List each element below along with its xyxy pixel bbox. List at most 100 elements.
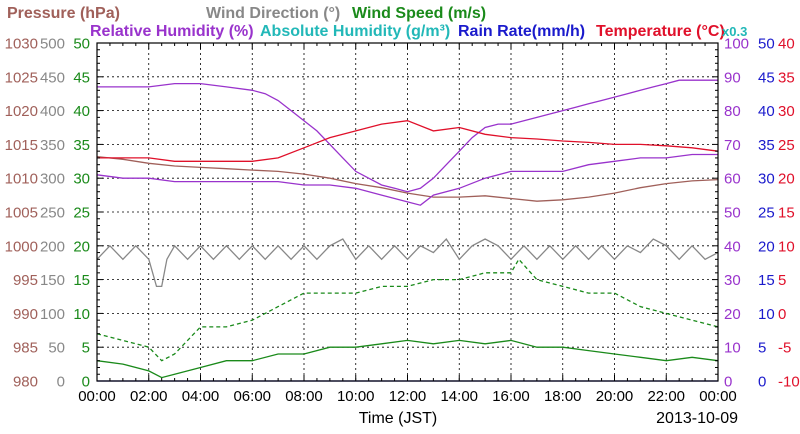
pressure-tick-label: 1015 <box>5 137 38 154</box>
x-tick-label: 18:00 <box>544 388 582 405</box>
wind-speed-tick-label: 50 <box>73 36 90 53</box>
wind-speed-tick-label: 0 <box>82 374 90 391</box>
wind-speed-tick-label: 35 <box>73 137 90 154</box>
pressure-tick-label: 1005 <box>5 205 38 222</box>
x-tick-label: 00:00 <box>78 388 116 405</box>
pressure-tick-label: 1030 <box>5 36 38 53</box>
humidity-tick-label: 10 <box>724 340 741 357</box>
humidity-tick-label: 70 <box>724 137 741 154</box>
wind-direction-tick-label: 500 <box>40 36 65 53</box>
temperature-tick-label: -5 <box>778 340 791 357</box>
rain-rate-tick-label: 35 <box>758 137 775 154</box>
rain-rate-tick-label: 20 <box>758 238 775 255</box>
humidity-tick-label: 40 <box>724 238 741 255</box>
legend-label: Rain Rate(mm/h) <box>458 23 585 40</box>
humidity-tick-label: 20 <box>724 306 741 323</box>
temperature-tick-label: 20 <box>778 171 795 188</box>
x-tick-label: 12:00 <box>389 388 427 405</box>
x-tick-label: 20:00 <box>596 388 634 405</box>
series-line <box>97 120 719 162</box>
legend-label: x0.3 <box>722 24 747 39</box>
temperature-tick-label: 25 <box>778 137 795 154</box>
legend-label: Pressure (hPa) <box>7 5 120 22</box>
plot-frame <box>96 42 719 382</box>
pressure-tick-label: 1010 <box>5 171 38 188</box>
x-tick-label: 08:00 <box>285 388 323 405</box>
temperature-tick-label: 10 <box>778 238 795 255</box>
wind-speed-tick-label: 10 <box>73 306 90 323</box>
humidity-tick-label: 80 <box>724 103 741 120</box>
humidity-tick-label: 30 <box>724 272 741 289</box>
x-tick-label: 14:00 <box>440 388 478 405</box>
humidity-tick-label: 60 <box>724 171 741 188</box>
pressure-tick-label: 995 <box>13 272 38 289</box>
temperature-tick-label: 5 <box>778 272 786 289</box>
wind-direction-tick-label: 450 <box>40 69 65 86</box>
pressure-tick-label: 985 <box>13 340 38 357</box>
series-line <box>96 155 719 202</box>
humidity-tick-label: 0 <box>724 374 732 391</box>
series-line <box>96 237 719 288</box>
temperature-tick-label: 0 <box>778 306 786 323</box>
wind-direction-tick-label: 250 <box>40 205 65 222</box>
x-tick-label: 04:00 <box>182 388 220 405</box>
x-tick-label: 10:00 <box>337 388 375 405</box>
legend-label: Wind Direction (°) <box>206 5 340 22</box>
rain-rate-tick-label: 50 <box>758 36 775 53</box>
pressure-tick-label: 1020 <box>5 103 38 120</box>
temperature-tick-label: -10 <box>778 374 800 391</box>
x-axis-label: Time (JST) <box>359 410 438 427</box>
legend: Pressure (hPa) Wind Direction (°) Wind Spe… <box>7 5 747 40</box>
wind-speed-tick-label: 30 <box>73 171 90 188</box>
series-line <box>96 153 718 206</box>
wind-speed-tick-label: 40 <box>73 103 90 120</box>
wind-direction-tick-label: 100 <box>40 306 65 323</box>
temperature-tick-label: 40 <box>778 36 795 53</box>
rain-rate-tick-label: 10 <box>758 306 775 323</box>
legend-label: Temperature (°C) <box>596 23 725 40</box>
x-tick-label: 02:00 <box>130 388 168 405</box>
wind-direction-tick-label: 350 <box>40 137 65 154</box>
pressure-tick-label: 1000 <box>5 238 38 255</box>
wind-direction-tick-label: 200 <box>40 238 65 255</box>
x-tick-label: 22:00 <box>647 388 685 405</box>
temperature-tick-label: 30 <box>778 103 795 120</box>
legend-label: Relative Humidity (%) <box>90 23 254 40</box>
rain-rate-tick-label: 40 <box>758 103 775 120</box>
temperature-tick-label: 35 <box>778 69 795 86</box>
wind-direction-tick-label: 300 <box>40 171 65 188</box>
rain-rate-tick-label: 45 <box>758 69 775 86</box>
rain-rate-tick-label: 5 <box>758 340 766 357</box>
humidity-tick-label: 100 <box>724 36 749 53</box>
wind-direction-tick-label: 400 <box>40 103 65 120</box>
grid <box>97 43 718 381</box>
rain-rate-tick-label: 15 <box>758 272 775 289</box>
wind-direction-tick-label: 50 <box>48 340 65 357</box>
wind-direction-tick-label: 150 <box>40 272 65 289</box>
x-tick-label: 00:00 <box>699 388 737 405</box>
series-line <box>96 258 719 362</box>
wind-speed-tick-label: 15 <box>73 272 90 289</box>
wind-speed-tick-label: 5 <box>82 340 90 357</box>
wind-speed-tick-label: 25 <box>73 205 90 222</box>
humidity-tick-label: 90 <box>724 69 741 86</box>
pressure-tick-label: 980 <box>13 374 38 391</box>
series-layer <box>96 79 719 382</box>
rain-rate-tick-label: 30 <box>758 171 775 188</box>
chart-date: 2013-10-09 <box>656 410 738 427</box>
axes: 9809859909951000100510101015102010251030… <box>5 36 800 406</box>
x-tick-label: 16:00 <box>492 388 530 405</box>
series-line <box>96 339 719 379</box>
wind-direction-tick-label: 0 <box>57 374 65 391</box>
rain-rate-tick-label: 0 <box>758 374 766 391</box>
wind-speed-tick-label: 20 <box>73 238 90 255</box>
legend-label: Wind Speed (m/s) <box>352 5 486 22</box>
wind-speed-tick-label: 45 <box>73 69 90 86</box>
pressure-tick-label: 1025 <box>5 69 38 86</box>
x-tick-label: 06:00 <box>233 388 271 405</box>
pressure-tick-label: 990 <box>13 306 38 323</box>
series-line <box>97 79 718 193</box>
legend-label: Absolute Humidity (g/m³) <box>260 23 450 40</box>
humidity-tick-label: 50 <box>724 205 741 222</box>
